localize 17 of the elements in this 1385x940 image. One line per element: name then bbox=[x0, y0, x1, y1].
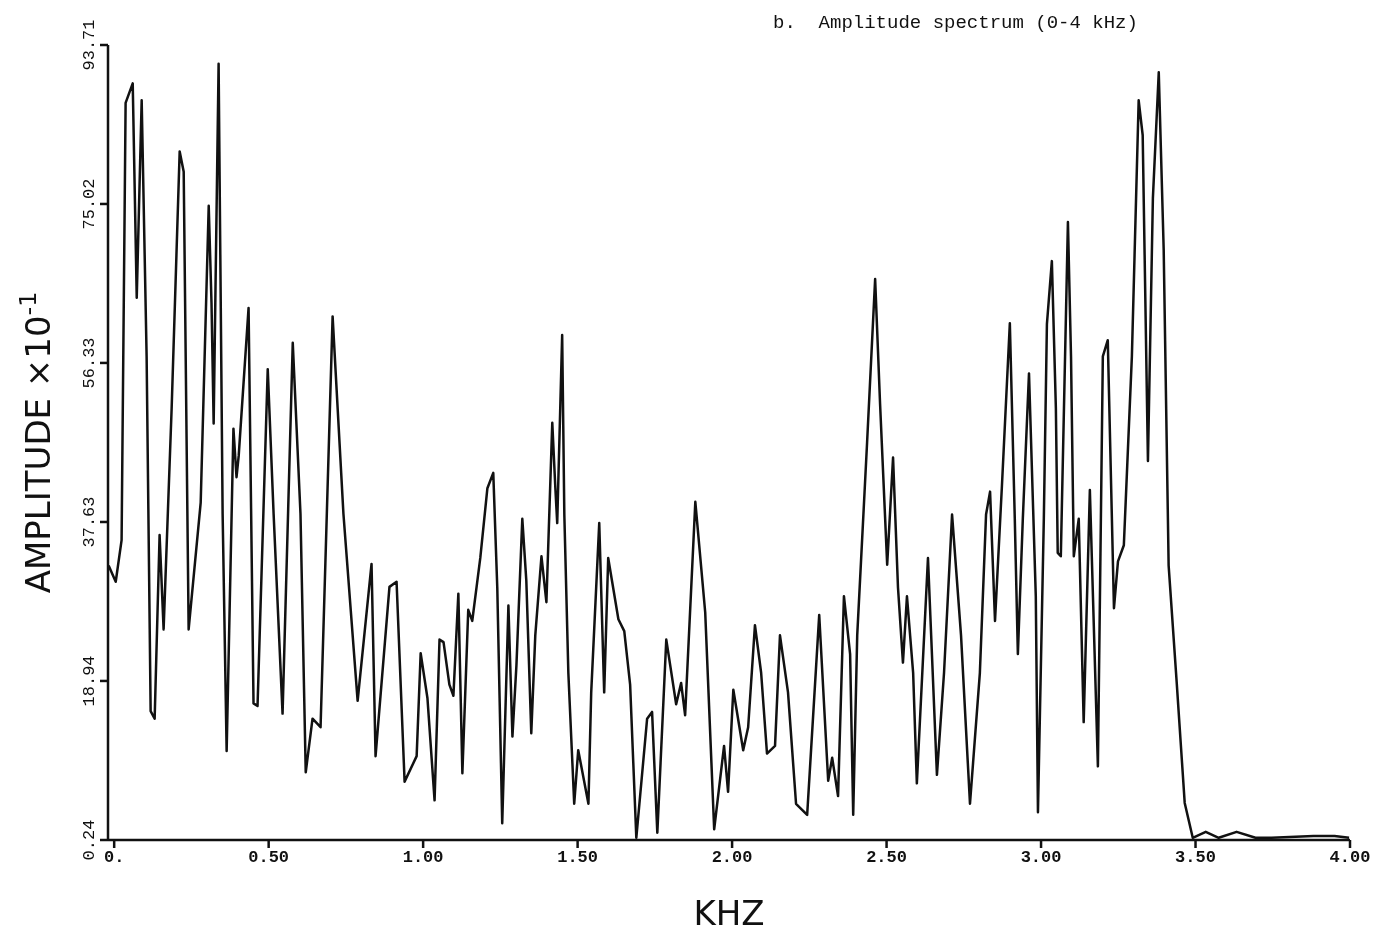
x-tick-label: 0.50 bbox=[248, 848, 290, 868]
x-tick-label: 0. bbox=[103, 848, 125, 868]
chart-title: b. Amplitude spectrum (0-4 kHz) bbox=[773, 12, 1138, 34]
x-axis-title: KHZ bbox=[693, 893, 765, 933]
x-tick-label: 3.00 bbox=[1020, 848, 1062, 868]
y-tick-label: 93.71 bbox=[80, 19, 99, 71]
y-tick-label: 37.63 bbox=[80, 496, 99, 548]
x-tick-label: 3.50 bbox=[1175, 848, 1216, 868]
y-tick-label: 75.02 bbox=[80, 178, 99, 230]
y-tick-label: 56.33 bbox=[80, 337, 99, 389]
x-tick-label: 4.00 bbox=[1329, 848, 1371, 868]
y-tick-label: 0.24 bbox=[80, 819, 99, 861]
x-tick-label: 2.00 bbox=[711, 848, 753, 868]
x-tick-label: 1.50 bbox=[557, 848, 599, 868]
x-tick-label: 2.50 bbox=[866, 848, 907, 868]
x-tick-label: 1.00 bbox=[402, 848, 444, 868]
y-tick-label: 18.94 bbox=[80, 655, 99, 707]
